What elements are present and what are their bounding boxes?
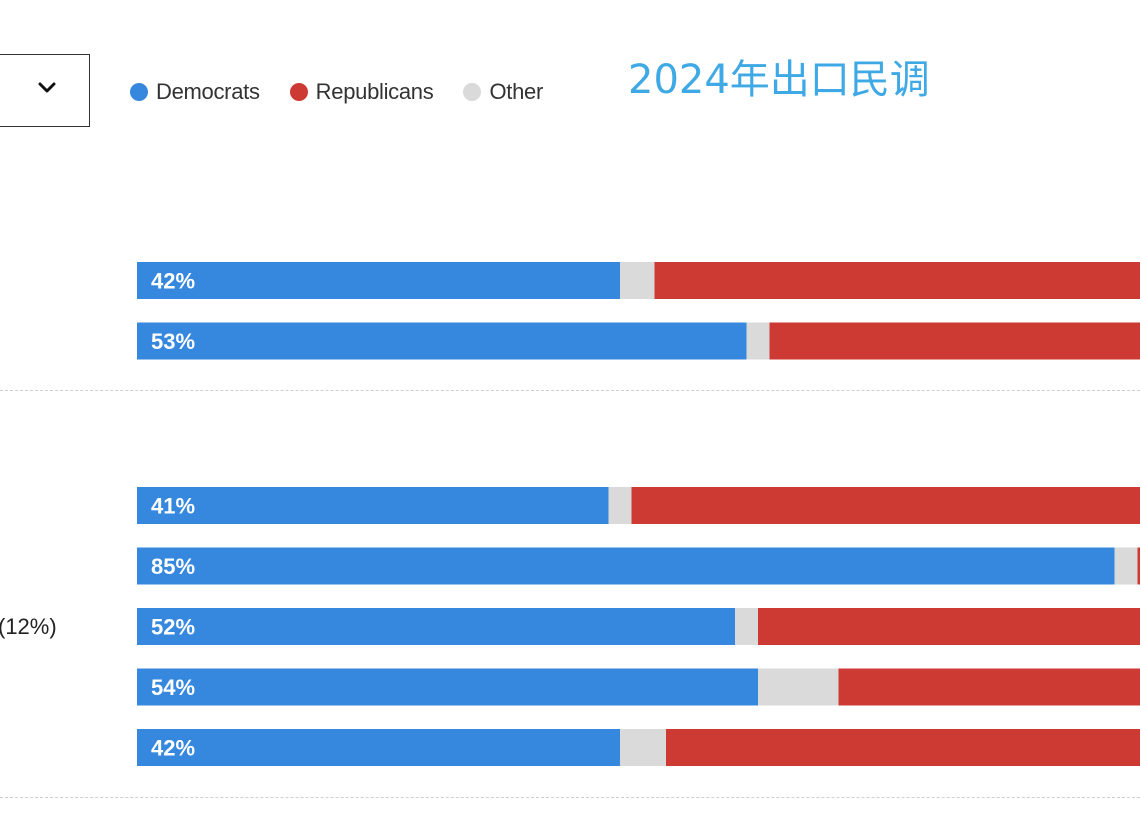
bar-row: 41% [137,487,1140,524]
bar-value-label: 42% [151,736,195,761]
bar-segment-republicans[interactable] [769,322,1140,360]
chevron-down-icon [38,82,56,93]
other-dot-icon [463,83,482,101]
bar-segment-other[interactable] [746,322,770,360]
legend-item-democrats[interactable]: Democrats [130,79,260,105]
bar-segment-other[interactable] [620,262,655,299]
chart-legend: Democrats Republicans Other [130,76,573,108]
bar-segment-republicans[interactable] [654,262,1140,299]
bar-value-label: 41% [151,494,195,519]
bar-value-label: 52% [151,615,195,640]
bar-segment-other[interactable] [735,608,758,645]
legend-label-democrats: Democrats [156,79,260,104]
bar-segment-republicans[interactable] [666,729,1140,766]
democrats-dot-icon [130,83,148,101]
legend-label-republicans: Republicans [315,79,434,104]
row-label-fragment: (12%) [0,614,57,639]
bar-row: 42% [137,262,1140,299]
bar-value-label: 54% [151,675,195,700]
bar-segment-democrats[interactable] [137,668,758,706]
bar-segment-other[interactable] [608,487,632,524]
bar-segment-republicans[interactable] [631,487,1140,524]
bar-segment-other[interactable] [1114,547,1138,585]
bar-row: 52% [137,608,1140,645]
bar-row: 53% [137,322,1140,360]
bar-row: 54% [137,668,1140,706]
group-select-dropdown[interactable] [0,54,90,127]
bar-segment-democrats[interactable] [137,487,609,524]
bar-row: 42% [137,729,1140,766]
group-divider [0,390,1140,391]
bar-value-label: 85% [151,554,195,579]
chart-title: 2024年出口民调 [628,57,930,103]
group-divider [0,797,1140,798]
bar-segment-democrats[interactable] [137,729,620,766]
bar-segment-democrats[interactable] [137,262,620,299]
bar-value-label: 42% [151,269,195,294]
legend-label-other: Other [489,79,543,104]
legend-item-republicans[interactable]: Republicans [289,79,434,105]
bar-row: 85% [137,547,1140,585]
bar-segment-republicans[interactable] [758,608,1140,645]
legend-item-other[interactable]: Other [463,79,543,105]
bar-value-label: 53% [151,329,195,354]
bar-segment-democrats[interactable] [137,322,747,360]
bar-segment-other[interactable] [620,729,666,766]
bar-segment-democrats[interactable] [137,547,1115,585]
bar-segment-republicans[interactable] [1137,547,1140,585]
republicans-dot-icon [289,83,308,101]
bar-segment-republicans[interactable] [838,668,1140,706]
bar-segment-democrats[interactable] [137,608,735,645]
bar-segment-other[interactable] [758,668,839,706]
